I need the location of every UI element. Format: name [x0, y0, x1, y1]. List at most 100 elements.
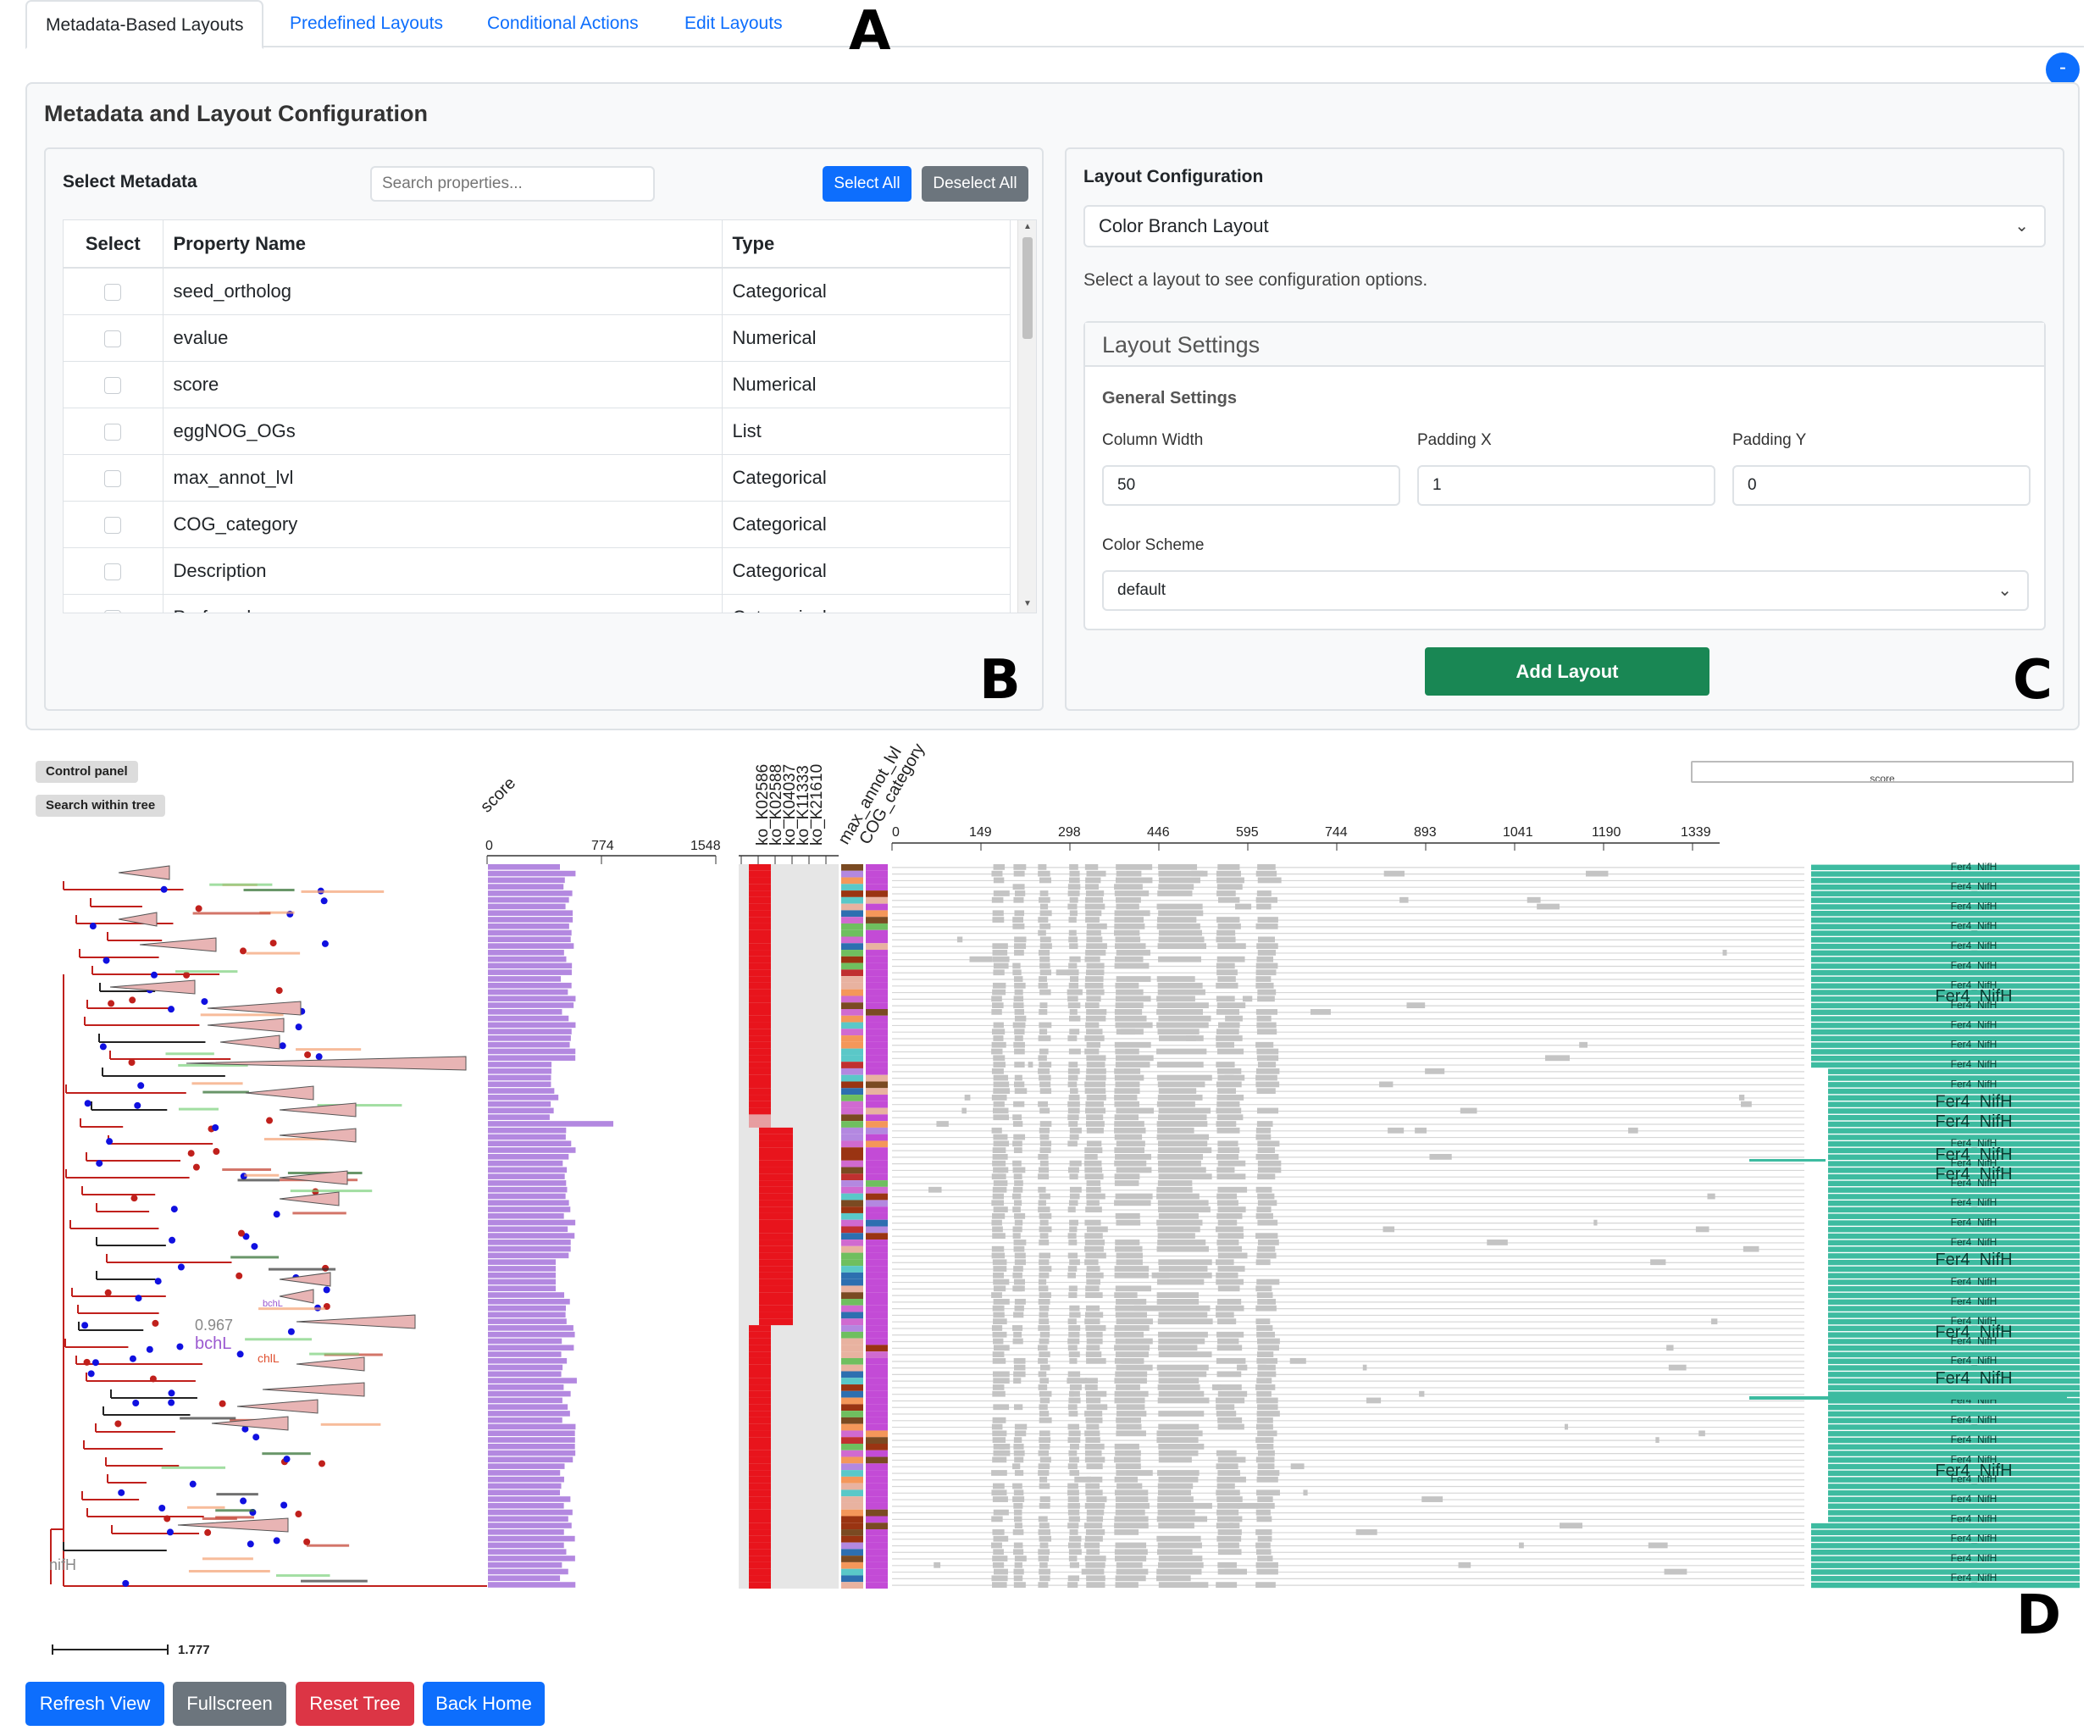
- scroll-thumb[interactable]: [1022, 237, 1033, 339]
- alignment-block: [1038, 1357, 1048, 1364]
- alignment-block: [1116, 1423, 1142, 1430]
- tree-visualization[interactable]: score ko_K02586ko_K02588ko_K04037ko_K113…: [25, 737, 2084, 1665]
- back-home-button[interactable]: Back Home: [423, 1682, 545, 1726]
- ko-cell: [749, 962, 771, 970]
- alignment-block: [1069, 1529, 1078, 1535]
- alignment-block: [1086, 936, 1103, 943]
- cog-cell: [866, 1121, 888, 1128]
- ko-cell: [749, 956, 771, 963]
- domain-block: [1828, 1154, 2080, 1160]
- alignment-block: [1158, 1345, 1198, 1351]
- tab-conditional-actions[interactable]: Conditional Actions: [487, 14, 639, 33]
- cog-cell: [866, 1582, 888, 1589]
- fullscreen-button[interactable]: Fullscreen: [173, 1682, 286, 1726]
- viewer-search-box[interactable]: score: [1691, 761, 2074, 783]
- alignment-fragment: [1399, 896, 1409, 903]
- collapse-toggle[interactable]: -: [2046, 53, 2080, 86]
- row-checkbox[interactable]: [104, 423, 122, 441]
- alignment-block: [1069, 956, 1081, 962]
- tree-node: [251, 1243, 258, 1251]
- score-bar: [488, 1430, 575, 1437]
- ko-cell: [759, 1200, 793, 1207]
- alignment-block: [1115, 1371, 1148, 1378]
- reset-tree-button[interactable]: Reset Tree: [296, 1682, 414, 1726]
- padding-x-input[interactable]: 1: [1417, 465, 1715, 506]
- domain-label: Fer4_NifH: [1951, 1434, 1997, 1445]
- padding-y-input[interactable]: 0: [1732, 465, 2031, 506]
- tab-metadata-based-layouts[interactable]: Metadata-Based Layouts: [25, 0, 264, 49]
- row-checkbox[interactable]: [104, 330, 122, 347]
- alignment-block: [1257, 1062, 1277, 1068]
- cog-cell: [866, 1160, 888, 1168]
- table-scrollbar[interactable]: ▲ ▼: [1017, 220, 1036, 613]
- max-annot-cell: [841, 1074, 863, 1082]
- max-annot-cell: [841, 1062, 863, 1068]
- alignment-block: [1084, 1233, 1103, 1240]
- cog-cell: [866, 1444, 888, 1450]
- tab-predefined-layouts[interactable]: Predefined Layouts: [290, 14, 443, 33]
- ko-cell: [749, 1476, 771, 1484]
- domain-block: [1828, 1273, 2080, 1278]
- alignment-block: [1216, 1212, 1243, 1219]
- alignment-block: [1158, 1206, 1211, 1212]
- domain-block: [1828, 1121, 2080, 1128]
- alignment-block: [1039, 956, 1050, 962]
- tree-node: [137, 1082, 145, 1090]
- search-properties-input[interactable]: [370, 166, 655, 202]
- domain-block: [1828, 1424, 2080, 1430]
- max-annot-cell: [841, 1582, 863, 1589]
- ko-cell: [749, 1404, 771, 1412]
- color-scheme-select[interactable]: default ⌄: [1102, 570, 2029, 611]
- alignment-block: [1084, 1535, 1103, 1542]
- cog-cell: [866, 1127, 888, 1134]
- property-type: Categorical: [722, 454, 1011, 502]
- domain-block: [1811, 897, 2080, 903]
- alignment-block: [1115, 1154, 1151, 1160]
- deselect-all-button[interactable]: Deselect All: [922, 166, 1028, 202]
- cog-cell: [866, 1312, 888, 1319]
- alignment-block: [1039, 1364, 1050, 1371]
- alignment-block: [1216, 870, 1241, 877]
- control-panel-button[interactable]: Control panel: [36, 761, 138, 783]
- alignment-block: [1256, 890, 1272, 896]
- domain-label: Fer4_NifH: [1935, 1112, 2012, 1131]
- row-checkbox[interactable]: [104, 563, 122, 580]
- alignment-fragment: [1235, 903, 1252, 910]
- alignment-block: [1115, 1055, 1154, 1062]
- row-checkbox[interactable]: [104, 283, 122, 301]
- score-bar: [488, 1062, 552, 1068]
- search-within-tree-button[interactable]: Search within tree: [36, 795, 166, 817]
- alignment-block: [1114, 929, 1140, 936]
- row-checkbox[interactable]: [104, 609, 122, 613]
- ko-cell: [749, 1529, 771, 1536]
- alignment-block: [1084, 1048, 1100, 1055]
- tab-edit-layouts[interactable]: Edit Layouts: [684, 14, 783, 33]
- alignment-block: [1086, 1549, 1100, 1556]
- scroll-up-icon[interactable]: ▲: [1023, 222, 1032, 231]
- refresh-view-button[interactable]: Refresh View: [25, 1682, 164, 1726]
- alignment-block: [1068, 1121, 1078, 1127]
- alignment-block: [1157, 1029, 1200, 1035]
- column-width-input[interactable]: 50: [1102, 465, 1400, 506]
- row-checkbox[interactable]: [104, 376, 122, 394]
- scroll-down-icon[interactable]: ▼: [1023, 599, 1032, 608]
- layout-type-select[interactable]: Color Branch Layout ⌄: [1083, 205, 2046, 247]
- row-checkbox[interactable]: [104, 516, 122, 534]
- alignment-block: [1086, 1278, 1100, 1285]
- domain-block: [1828, 1286, 2080, 1292]
- alignment-block: [1256, 1121, 1273, 1127]
- alignment-block: [1014, 1015, 1027, 1022]
- cog-cell: [866, 1101, 888, 1108]
- collapsed-clade: [245, 1085, 314, 1101]
- alignment-block: [1069, 1312, 1081, 1318]
- alignment-block: [1256, 1476, 1278, 1483]
- tree-node: [166, 1528, 174, 1536]
- alignment-block: [1156, 903, 1203, 910]
- select-all-button[interactable]: Select All: [823, 166, 911, 202]
- row-checkbox[interactable]: [104, 469, 122, 487]
- cog-cell: [866, 1357, 888, 1365]
- alignment-block: [1013, 1331, 1022, 1338]
- cog-cell: [866, 1299, 888, 1306]
- alignment-block: [993, 1266, 1007, 1272]
- add-layout-button[interactable]: Add Layout: [1425, 647, 1709, 696]
